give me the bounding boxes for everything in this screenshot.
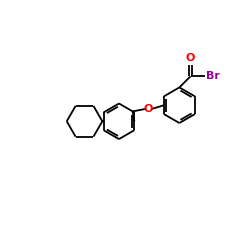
Text: O: O [144,104,153,114]
Text: O: O [186,53,195,63]
Text: Br: Br [206,71,220,81]
